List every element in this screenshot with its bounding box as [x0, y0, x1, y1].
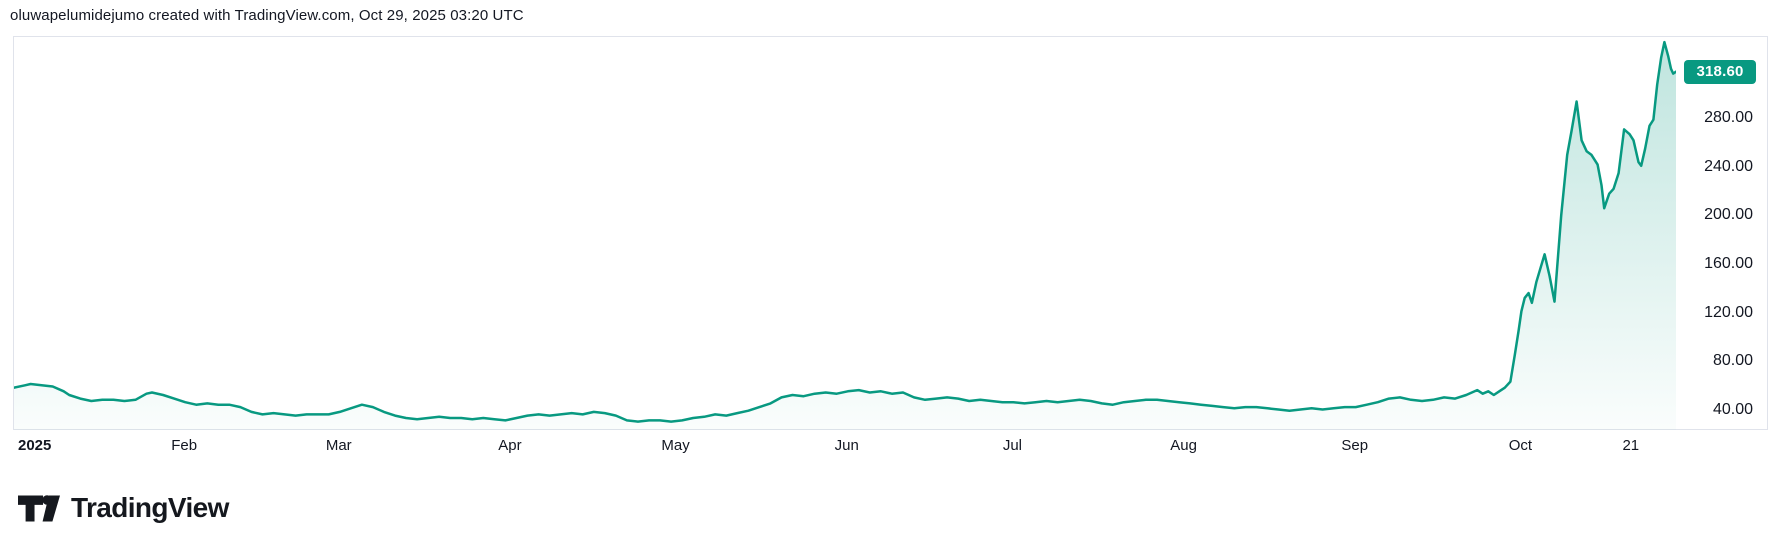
last-price-badge: 318.60 — [1684, 59, 1756, 84]
x-axis-tick-label: 21 — [1622, 437, 1640, 454]
x-axis-tick-label: Mar — [325, 437, 352, 454]
y-axis-tick-label: 120.00 — [1704, 303, 1753, 321]
x-axis-tick-label: Sep — [1341, 437, 1369, 454]
x-axis-tick-label: Aug — [1170, 437, 1197, 454]
y-axis-tick-label: 240.00 — [1704, 157, 1753, 175]
y-axis-tick-label: 280.00 — [1704, 109, 1753, 127]
x-axis-tick-label: May — [661, 437, 690, 454]
price-chart-plot[interactable] — [14, 37, 1676, 430]
attribution-text: oluwapelumidejumo created with TradingVi… — [10, 7, 524, 24]
x-axis-tick-label: Apr — [498, 437, 522, 454]
tradingview-logo[interactable]: TradingView — [18, 491, 229, 525]
y-axis-tick-label: 200.00 — [1704, 206, 1753, 224]
price-area-fill — [14, 42, 1676, 430]
time-axis[interactable]: 2025 Feb Mar Apr May Jun Jul Aug Sep Oct 21 — [0, 436, 1776, 458]
x-axis-tick-label: Jul — [1002, 437, 1022, 454]
y-axis-tick-label: 160.00 — [1704, 254, 1753, 272]
x-axis-tick-label: 2025 — [18, 437, 52, 454]
price-line — [14, 40, 1676, 423]
x-axis-tick-label: Jun — [834, 437, 859, 454]
x-axis-tick-label: Oct — [1508, 437, 1533, 454]
tradingview-logo-text: TradingView — [71, 492, 229, 523]
tradingview-logo-icon — [18, 494, 60, 521]
y-axis-tick-label: 80.00 — [1712, 352, 1753, 369]
y-axis-tick-label: 40.00 — [1712, 400, 1753, 418]
x-axis-tick-label: Feb — [171, 437, 198, 454]
chart-area[interactable]: 280.00 240.00 200.00 160.00 120.00 80.00 40.00… — [13, 36, 1768, 430]
